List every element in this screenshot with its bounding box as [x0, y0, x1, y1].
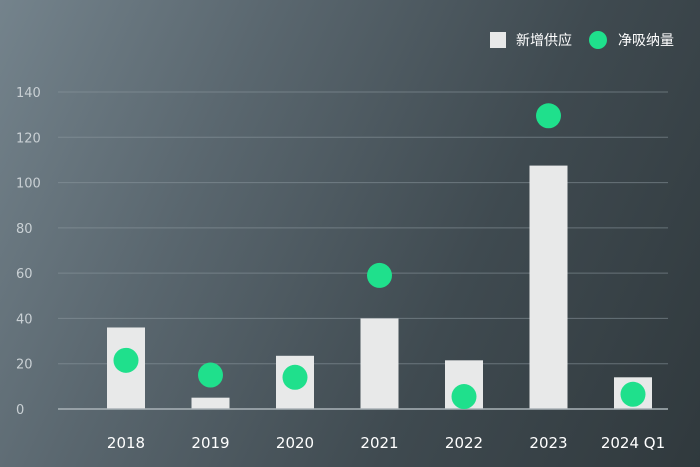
point-2021 [367, 262, 392, 288]
y-tick-label: 80 [16, 222, 33, 237]
y-tick-label: 120 [16, 131, 41, 146]
gridlines [58, 91, 668, 365]
bars [107, 165, 652, 409]
legend-swatch-absorption [589, 31, 607, 49]
x-tick-label: 2019 [191, 434, 229, 452]
y-tick-label: 0 [16, 403, 24, 418]
bar-2023 [529, 165, 568, 409]
points [113, 103, 646, 410]
y-tick-label: 100 [16, 177, 41, 192]
point-2018 [113, 347, 139, 373]
x-tick-label: 2020 [276, 434, 314, 452]
x-axis-ticks: 2018 2019 2020 2021 2022 2023 2024 Q1 [107, 434, 665, 452]
legend-label-supply: 新增供应 [516, 32, 572, 49]
bar-2019 [191, 397, 230, 409]
legend-label-absorption: 净吸纳量 [618, 33, 674, 49]
x-tick-label: 2024 Q1 [601, 434, 665, 452]
point-2020 [282, 364, 308, 390]
point-2019 [198, 362, 223, 388]
x-tick-label: 2018 [107, 434, 145, 452]
y-axis-ticks: 0 20 40 60 80 100 120 140 [16, 86, 41, 418]
x-tick-label: 2022 [445, 434, 483, 452]
y-tick-label: 140 [16, 86, 41, 101]
legend: 新增供应 净吸纳量 [490, 31, 674, 49]
y-tick-label: 60 [16, 267, 33, 282]
point-2024-q1 [620, 381, 646, 407]
point-2023 [536, 103, 561, 129]
legend-swatch-supply [490, 32, 506, 48]
x-tick-label: 2021 [360, 434, 398, 452]
x-tick-label: 2023 [529, 434, 567, 452]
bar-2021 [360, 318, 399, 409]
point-2022 [451, 384, 477, 410]
y-tick-label: 40 [16, 312, 33, 327]
y-tick-label: 20 [16, 358, 33, 373]
